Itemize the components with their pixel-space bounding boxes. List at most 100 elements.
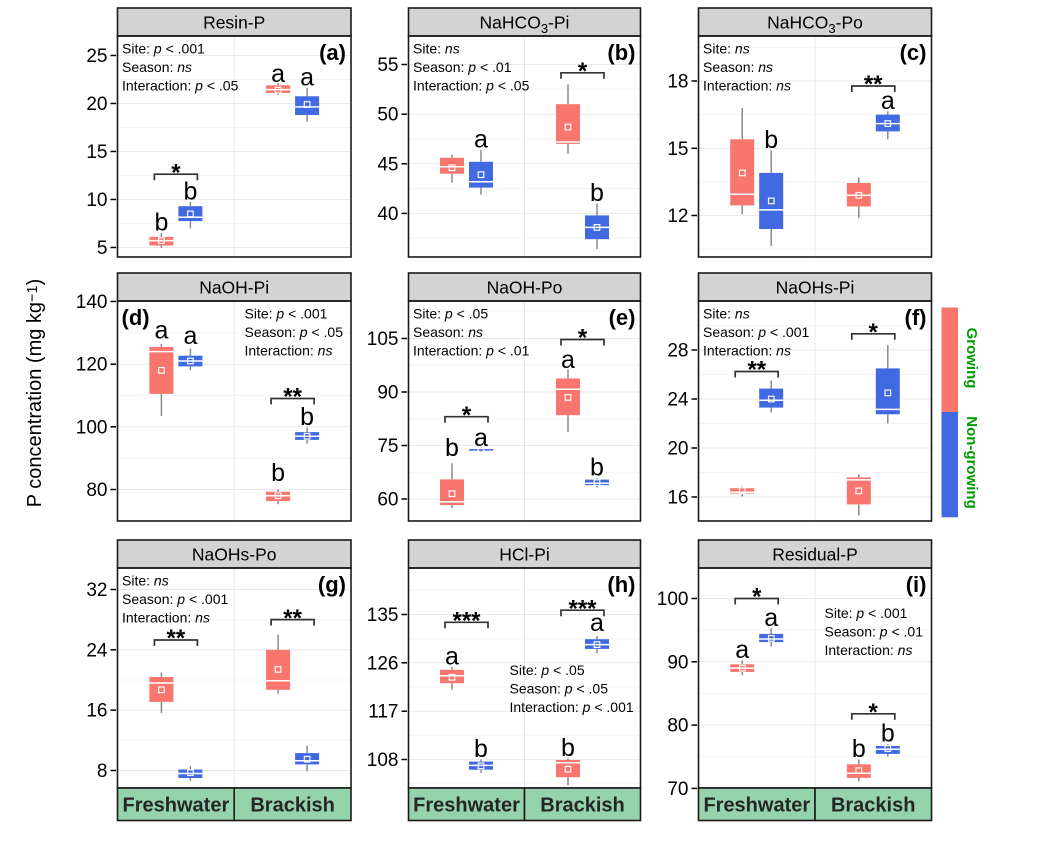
svg-text:*: * bbox=[171, 159, 181, 186]
svg-text:60: 60 bbox=[377, 490, 398, 511]
svg-text:25: 25 bbox=[86, 46, 107, 67]
svg-text:Interaction: p < .001: Interaction: p < .001 bbox=[510, 699, 634, 715]
svg-text:*: * bbox=[578, 325, 588, 352]
svg-text:b: b bbox=[271, 459, 285, 487]
svg-text:NaHCO3​-Pi: NaHCO3​-Pi bbox=[480, 12, 570, 36]
svg-text:126: 126 bbox=[367, 653, 399, 674]
svg-text:(g): (g) bbox=[318, 572, 346, 597]
svg-text:Season: p < .01: Season: p < .01 bbox=[825, 624, 924, 640]
svg-text:***: *** bbox=[568, 595, 597, 622]
svg-text:45: 45 bbox=[377, 154, 398, 175]
svg-text:(b): (b) bbox=[607, 40, 635, 65]
svg-text:NaOHs-Pi: NaOHs-Pi bbox=[776, 277, 855, 297]
svg-text:a: a bbox=[474, 125, 488, 153]
svg-text:24: 24 bbox=[86, 640, 108, 661]
svg-text:15: 15 bbox=[86, 142, 107, 163]
svg-text:a: a bbox=[474, 424, 488, 452]
svg-text:a: a bbox=[271, 60, 285, 88]
svg-text:Freshwater: Freshwater bbox=[123, 795, 230, 817]
svg-text:16: 16 bbox=[86, 701, 107, 722]
svg-text:80: 80 bbox=[86, 480, 107, 501]
svg-text:Season: ns: Season: ns bbox=[413, 324, 483, 340]
svg-text:NaOH-Pi: NaOH-Pi bbox=[199, 277, 269, 297]
svg-text:Interaction: p < .05: Interaction: p < .05 bbox=[413, 78, 530, 94]
svg-text:b: b bbox=[561, 734, 575, 762]
svg-text:Season: p < .05: Season: p < .05 bbox=[245, 324, 344, 340]
svg-text:40: 40 bbox=[377, 204, 398, 225]
svg-text:**: ** bbox=[747, 357, 766, 384]
svg-text:5: 5 bbox=[97, 238, 108, 259]
svg-text:b: b bbox=[300, 403, 314, 431]
svg-text:b: b bbox=[764, 126, 778, 154]
svg-text:28: 28 bbox=[667, 341, 688, 362]
svg-text:12: 12 bbox=[667, 206, 688, 227]
svg-text:Brackish: Brackish bbox=[250, 795, 335, 817]
svg-text:90: 90 bbox=[667, 652, 688, 673]
svg-text:NaOH-Po: NaOH-Po bbox=[487, 277, 563, 297]
svg-text:15: 15 bbox=[667, 139, 688, 160]
svg-text:b: b bbox=[183, 177, 197, 205]
svg-text:***: *** bbox=[452, 608, 481, 635]
svg-text:Site: ns: Site: ns bbox=[122, 573, 169, 589]
svg-text:20: 20 bbox=[667, 439, 688, 460]
svg-text:80: 80 bbox=[667, 716, 688, 737]
svg-text:Season: p < .01: Season: p < .01 bbox=[413, 59, 512, 75]
svg-text:a: a bbox=[154, 317, 168, 345]
svg-text:75: 75 bbox=[377, 436, 398, 457]
svg-text:a: a bbox=[881, 87, 895, 115]
svg-text:NaOHs-Po: NaOHs-Po bbox=[192, 544, 277, 564]
svg-text:b: b bbox=[852, 735, 866, 763]
svg-text:**: ** bbox=[283, 384, 302, 411]
svg-text:Residual-P: Residual-P bbox=[772, 544, 858, 564]
svg-text:Site: p < .05: Site: p < .05 bbox=[413, 306, 488, 322]
svg-text:20: 20 bbox=[86, 94, 107, 115]
svg-text:24: 24 bbox=[667, 390, 689, 411]
svg-text:Growing: Growing bbox=[963, 328, 980, 389]
svg-text:b: b bbox=[881, 720, 895, 748]
svg-text:108: 108 bbox=[367, 750, 399, 771]
svg-text:Season: ns: Season: ns bbox=[122, 59, 192, 75]
svg-text:Season: ns: Season: ns bbox=[703, 59, 773, 75]
svg-text:Brackish: Brackish bbox=[831, 795, 916, 817]
svg-text:NaHCO3​-Po: NaHCO3​-Po bbox=[767, 12, 863, 36]
svg-text:Interaction: ns: Interaction: ns bbox=[245, 343, 333, 359]
svg-text:Brackish: Brackish bbox=[540, 795, 625, 817]
svg-text:*: * bbox=[752, 584, 762, 611]
svg-text:**: ** bbox=[167, 625, 186, 652]
svg-text:Interaction: ns: Interaction: ns bbox=[703, 343, 791, 359]
svg-text:Freshwater: Freshwater bbox=[703, 795, 810, 817]
svg-text:P concentration (mg kg−1): P concentration (mg kg−1) bbox=[24, 279, 46, 508]
svg-text:HCl-Pi: HCl-Pi bbox=[499, 544, 550, 564]
svg-text:70: 70 bbox=[667, 779, 688, 800]
svg-text:55: 55 bbox=[377, 55, 398, 76]
svg-text:Site: p < .001: Site: p < .001 bbox=[245, 306, 328, 322]
svg-text:Season: p < .001: Season: p < .001 bbox=[703, 324, 809, 340]
svg-text:(d): (d) bbox=[122, 305, 150, 330]
svg-text:Season: p < .05: Season: p < .05 bbox=[510, 681, 609, 697]
svg-text:b: b bbox=[445, 434, 459, 462]
svg-text:10: 10 bbox=[86, 190, 107, 211]
svg-text:(h): (h) bbox=[607, 572, 635, 597]
svg-text:16: 16 bbox=[667, 488, 688, 509]
svg-text:**: ** bbox=[283, 605, 302, 632]
svg-text:Interaction: p < .01: Interaction: p < .01 bbox=[413, 343, 530, 359]
svg-text:Non-growing: Non-growing bbox=[963, 416, 980, 508]
svg-text:120: 120 bbox=[76, 355, 108, 376]
svg-text:(f): (f) bbox=[905, 305, 927, 330]
svg-text:b: b bbox=[154, 209, 168, 237]
svg-text:117: 117 bbox=[368, 702, 398, 723]
svg-text:**: ** bbox=[864, 71, 883, 98]
svg-text:Season: p < .001: Season: p < .001 bbox=[122, 591, 228, 607]
svg-text:a: a bbox=[183, 322, 197, 350]
svg-text:Site: p < .05: Site: p < .05 bbox=[510, 662, 585, 678]
svg-text:Site: ns: Site: ns bbox=[413, 41, 460, 57]
svg-text:*: * bbox=[462, 402, 472, 429]
svg-text:18: 18 bbox=[667, 72, 688, 93]
svg-text:a: a bbox=[445, 643, 459, 671]
svg-text:a: a bbox=[735, 636, 749, 664]
svg-text:Site: p < .001: Site: p < .001 bbox=[122, 41, 205, 57]
svg-text:*: * bbox=[869, 699, 879, 726]
svg-text:Interaction: ns: Interaction: ns bbox=[825, 642, 913, 658]
svg-text:*: * bbox=[578, 58, 588, 85]
svg-text:90: 90 bbox=[377, 383, 398, 404]
